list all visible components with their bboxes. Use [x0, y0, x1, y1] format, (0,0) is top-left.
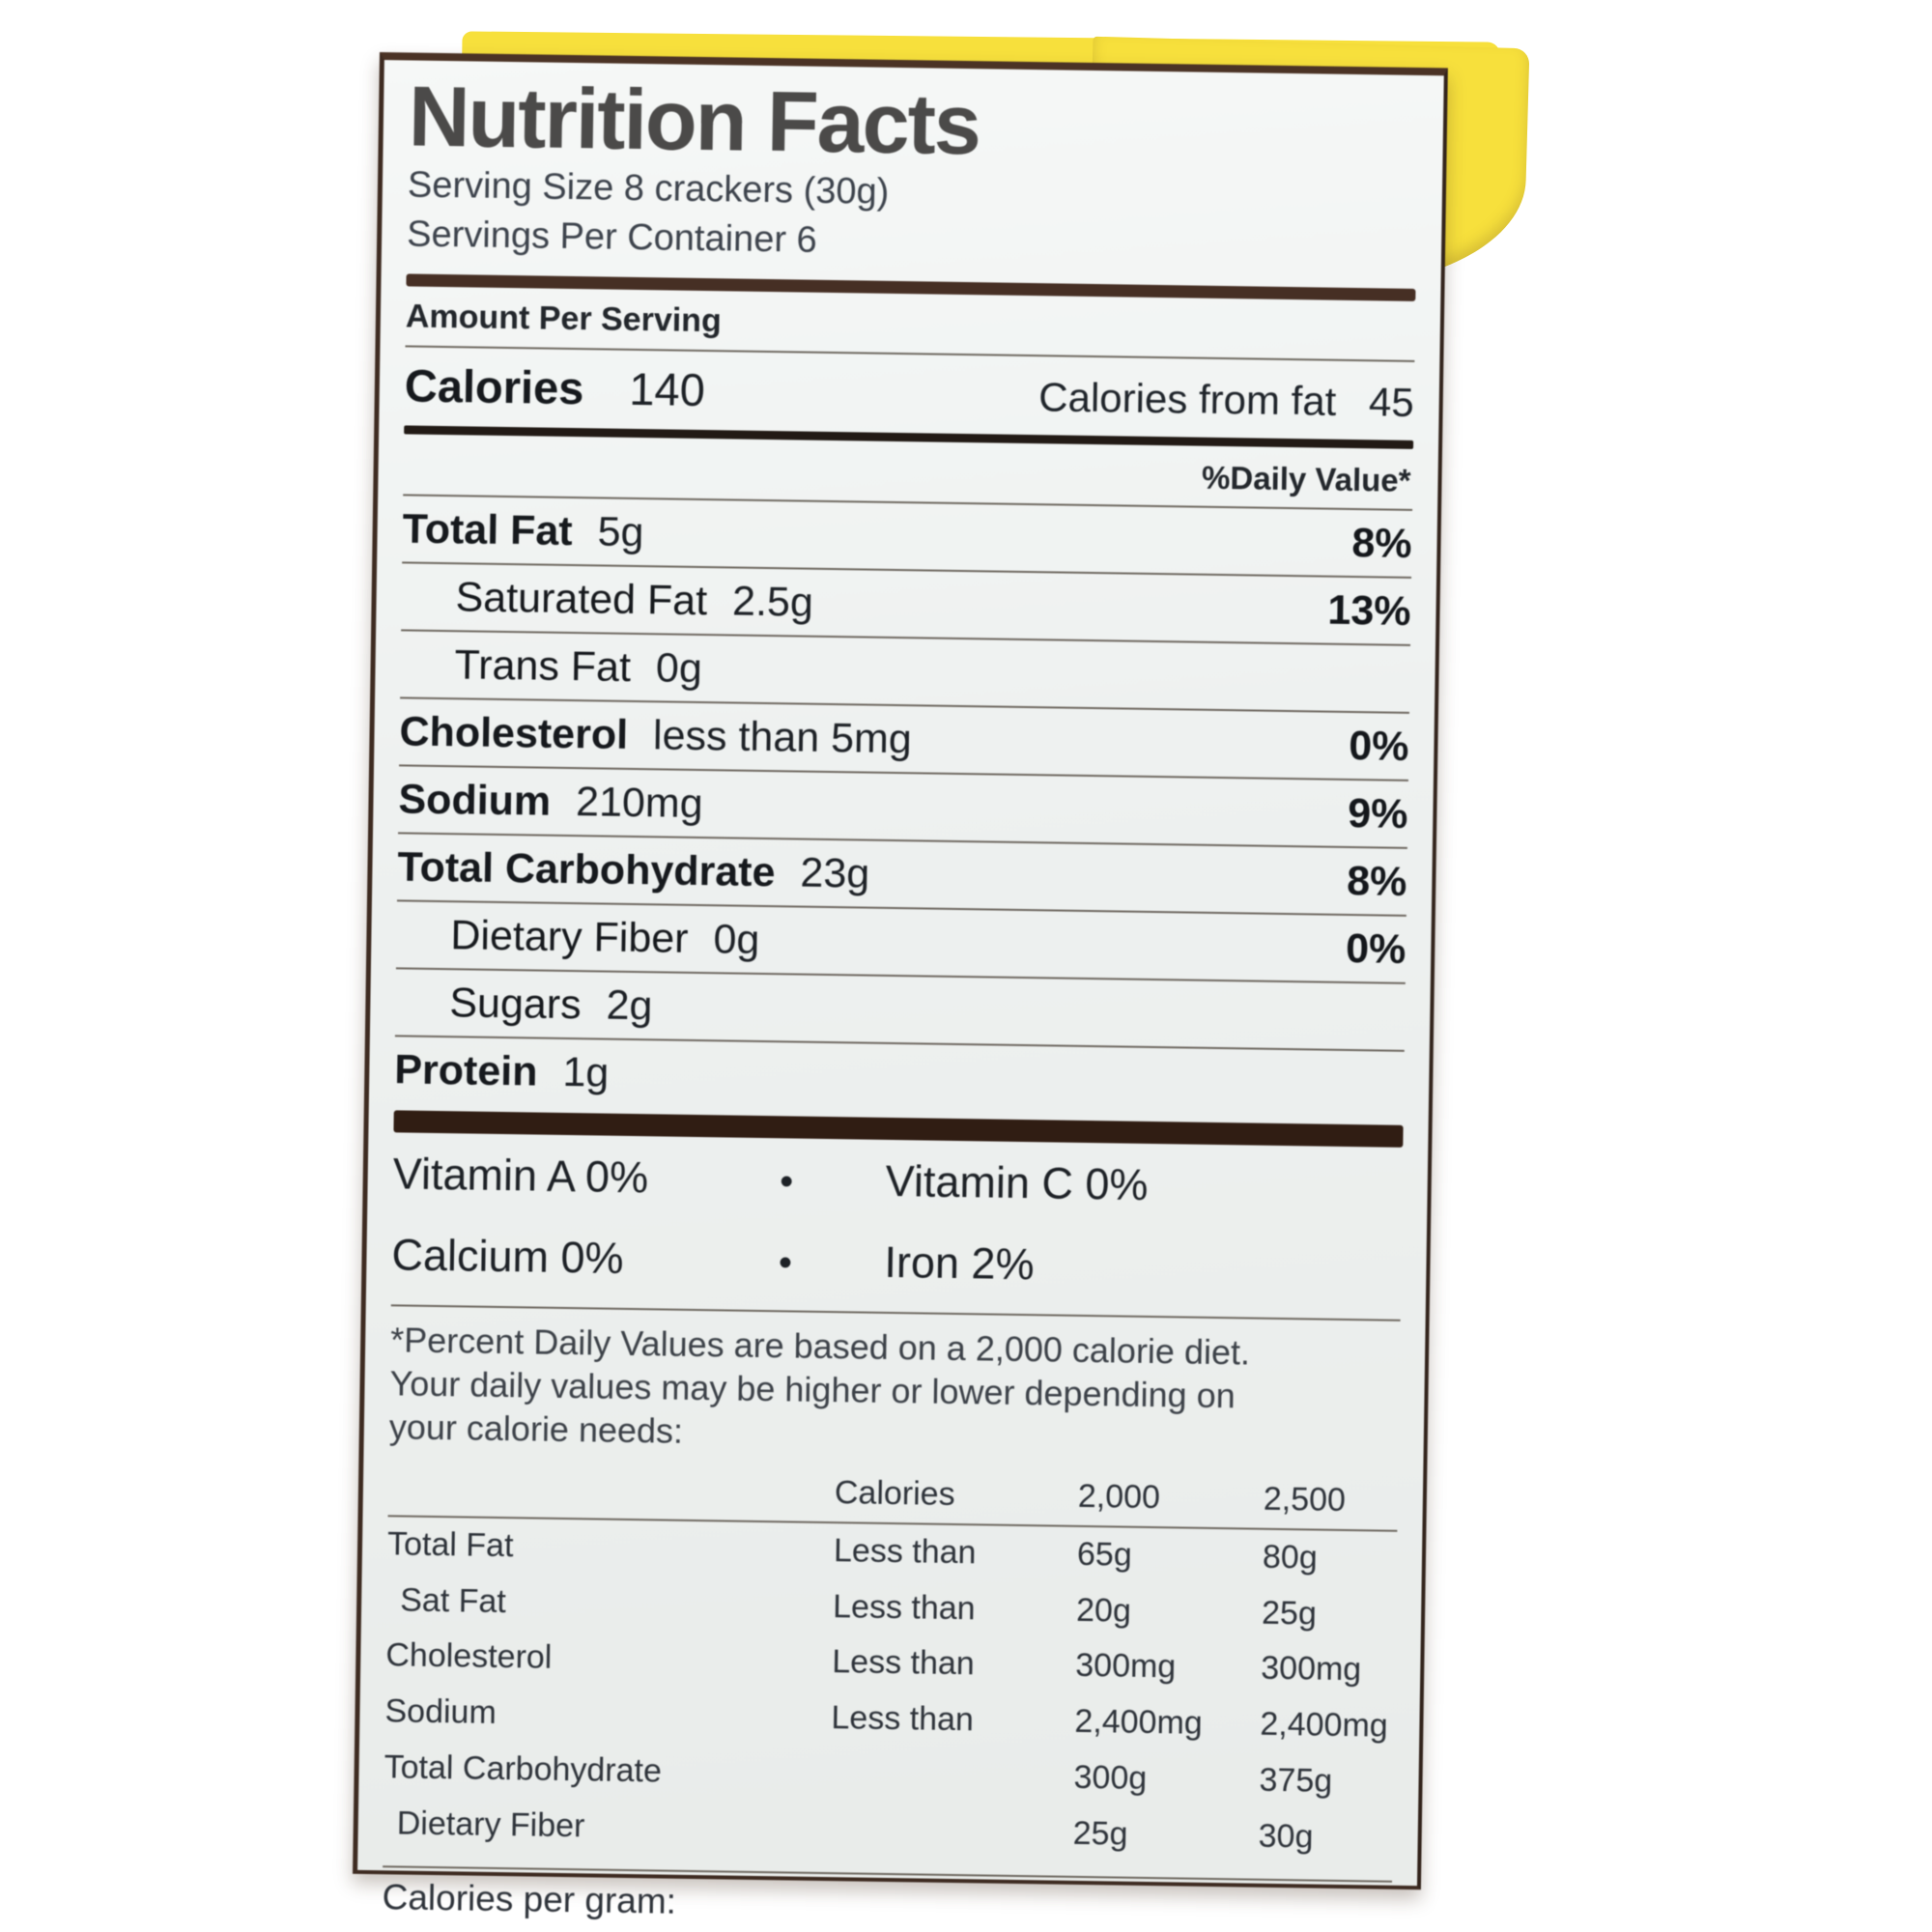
- row-2500: 300mg: [1260, 1650, 1362, 1689]
- row-2000: 65g: [1076, 1535, 1133, 1574]
- iron: Iron 2%: [884, 1236, 1035, 1289]
- row-2500: 30g: [1258, 1817, 1314, 1856]
- row-condition: Less than: [832, 1587, 976, 1627]
- calories-label: Calories: [404, 359, 584, 413]
- calories-value: 140: [629, 362, 706, 415]
- nutrient: Dietary Fiber 0g: [450, 911, 760, 963]
- nutrient: Protein 1g: [394, 1046, 610, 1096]
- calories-from-fat-value: 45: [1368, 378, 1415, 425]
- row-label: Dietary Fiber: [396, 1804, 585, 1845]
- daily-value: 8%: [1351, 519, 1412, 567]
- daily-value: 0%: [1348, 722, 1409, 770]
- calories: Calories 140: [404, 358, 705, 416]
- nutrient: Saturated Fat 2.5g: [455, 573, 814, 626]
- row-2000: 300mg: [1075, 1647, 1177, 1686]
- daily-value: 0%: [1345, 924, 1406, 973]
- nutrient: Sugars 2g: [449, 979, 653, 1029]
- row-label: Total Carbohydrate: [384, 1748, 663, 1790]
- row-2500: 25g: [1261, 1594, 1318, 1633]
- bullet-separator: •: [778, 1240, 793, 1285]
- nutrient: Total Fat 5g: [402, 505, 644, 555]
- daily-value-table: Calories 2,000 2,500 Total Fat Less than…: [383, 1455, 1398, 1867]
- header-2500: 2,500: [1263, 1480, 1347, 1519]
- header-calories: Calories: [834, 1473, 955, 1513]
- calories-from-fat-label: Calories from fat: [1037, 373, 1337, 424]
- vitamin-row-1: Vitamin A 0% • Vitamin C 0%: [392, 1132, 1403, 1228]
- daily-value: 9%: [1347, 789, 1408, 838]
- vitamin-c: Vitamin C 0%: [885, 1155, 1149, 1209]
- row-condition: Less than: [831, 1699, 975, 1739]
- vitamin-a: Vitamin A 0%: [392, 1149, 649, 1202]
- row-label: Sat Fat: [399, 1581, 507, 1620]
- daily-value: 8%: [1346, 857, 1407, 905]
- row-2000: 300g: [1073, 1759, 1148, 1798]
- nutrient-row-protein: Protein 1g: [393, 1035, 1405, 1118]
- row-2000: 2,400mg: [1074, 1703, 1204, 1743]
- nutrient: Total Carbohydrate 23g: [397, 843, 870, 897]
- row-condition: [830, 1747, 1074, 1806]
- calcium: Calcium 0%: [391, 1230, 624, 1283]
- daily-value-footnote: *Percent Daily Values are based on a 2,0…: [388, 1320, 1251, 1452]
- row-2500: 80g: [1262, 1538, 1319, 1577]
- row-condition: Less than: [833, 1531, 977, 1572]
- row-2000: 25g: [1072, 1814, 1128, 1853]
- daily-value: 13%: [1327, 586, 1411, 635]
- header-blank: [388, 1455, 836, 1520]
- calories-from-fat: Calories from fat 45: [1038, 374, 1414, 426]
- nutrient: Trans Fat 0g: [454, 640, 703, 692]
- bullet-separator: •: [779, 1159, 794, 1204]
- header-2000: 2,000: [1077, 1477, 1161, 1516]
- nutrient: Sodium 210mg: [398, 776, 704, 827]
- vitamin-row-2: Calcium 0% • Iron 2%: [391, 1213, 1402, 1309]
- row-label: Sodium: [384, 1692, 497, 1732]
- row-condition: [829, 1803, 1073, 1862]
- row-label: Cholesterol: [385, 1636, 553, 1677]
- row-label: Total Fat: [386, 1524, 514, 1564]
- calories-row: Calories 140 Calories from fat 45: [404, 347, 1414, 440]
- label-title: Nutrition Facts: [408, 68, 980, 173]
- row-2500: 2,400mg: [1260, 1706, 1389, 1746]
- row-condition: Less than: [832, 1643, 976, 1683]
- nutrition-facts-label: Nutrition Facts Serving Size 8 crackers …: [353, 52, 1448, 1932]
- nutrient: Cholesterol less than 5mg: [399, 708, 913, 762]
- separator-medium: [406, 273, 1416, 301]
- amount-per-serving: Amount Per Serving: [405, 298, 723, 339]
- row-2000: 20g: [1075, 1591, 1132, 1630]
- row-2500: 375g: [1259, 1761, 1333, 1801]
